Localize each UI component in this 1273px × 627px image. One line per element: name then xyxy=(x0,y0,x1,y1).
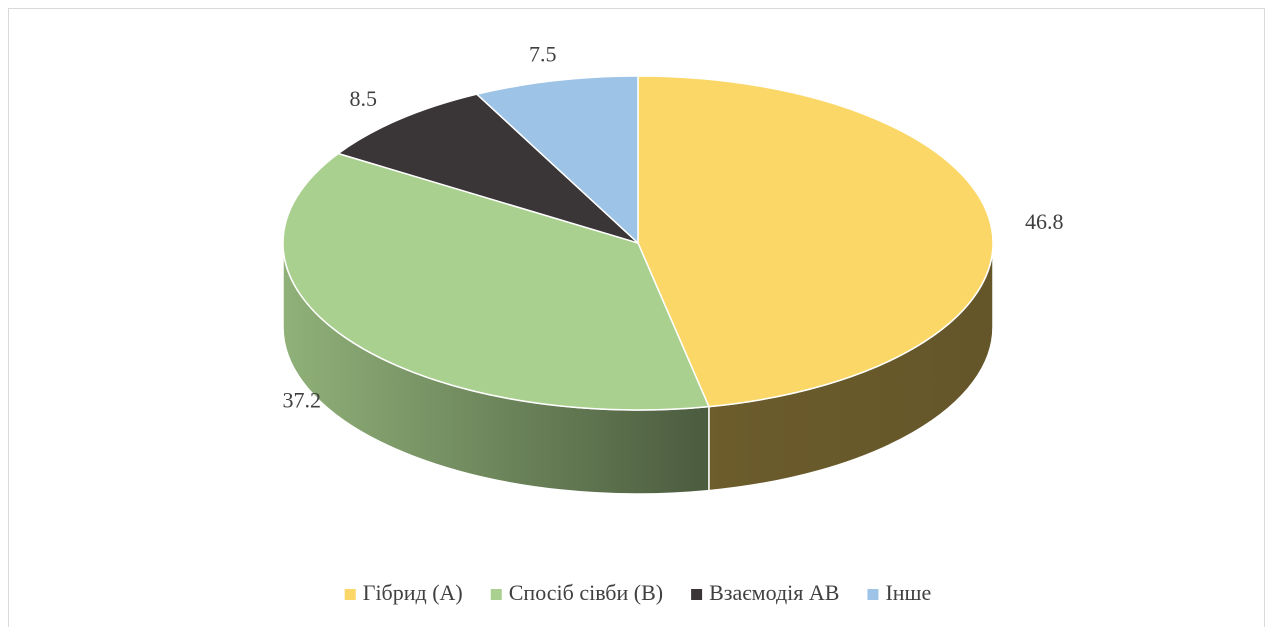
legend-swatch xyxy=(490,589,502,600)
data-label: 37.2 xyxy=(283,387,322,412)
legend-swatch xyxy=(344,589,356,600)
legend-label: Взаємодія АВ xyxy=(709,580,839,605)
legend-label: Гібрид (А) xyxy=(363,580,463,605)
data-label: 46.8 xyxy=(1025,209,1064,234)
legend-swatch xyxy=(691,589,703,600)
slice xyxy=(637,75,994,408)
slice xyxy=(476,75,639,244)
slice xyxy=(337,93,639,244)
data-label: 7.5 xyxy=(529,41,557,66)
legend-label: Інше xyxy=(885,580,931,605)
data-label: 8.5 xyxy=(349,86,377,111)
slice xyxy=(282,152,710,411)
legend-label: Спосіб сівби (В) xyxy=(509,580,663,605)
legend-swatch xyxy=(867,589,879,600)
